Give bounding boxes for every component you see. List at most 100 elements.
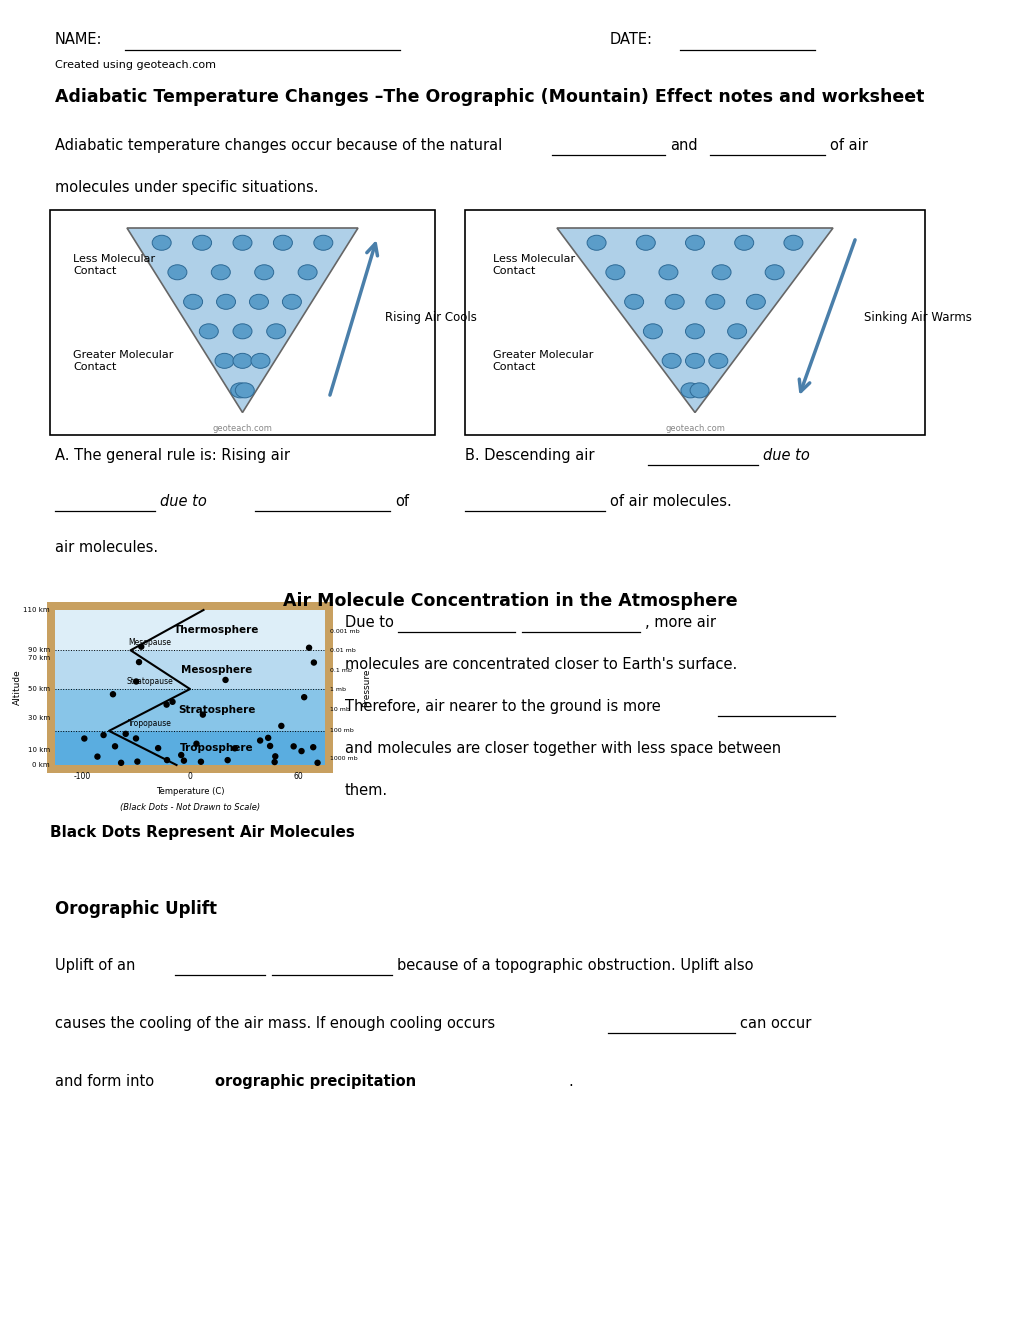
Text: Rising Air Cools: Rising Air Cools <box>385 312 477 323</box>
Circle shape <box>194 742 199 746</box>
Text: Stratosphere: Stratosphere <box>178 705 256 715</box>
Ellipse shape <box>232 235 252 251</box>
Circle shape <box>315 760 320 766</box>
Circle shape <box>307 645 311 651</box>
Ellipse shape <box>658 265 678 280</box>
Text: of air molecules.: of air molecules. <box>609 494 731 510</box>
Ellipse shape <box>230 383 250 397</box>
Polygon shape <box>127 228 358 413</box>
Text: of air: of air <box>829 139 867 153</box>
Text: Less Molecular
Contact: Less Molecular Contact <box>73 255 155 276</box>
Ellipse shape <box>255 265 273 280</box>
Circle shape <box>139 644 144 649</box>
Text: (Black Dots - Not Drawn to Scale): (Black Dots - Not Drawn to Scale) <box>120 803 260 812</box>
Text: Temperature (C): Temperature (C) <box>156 787 224 796</box>
Text: Due to: Due to <box>344 615 393 630</box>
Text: A. The general rule is: Rising air: A. The general rule is: Rising air <box>55 447 289 463</box>
Circle shape <box>123 731 128 737</box>
Text: 10 mb: 10 mb <box>330 706 350 711</box>
Polygon shape <box>556 228 833 413</box>
Text: and: and <box>669 139 697 153</box>
Text: DATE:: DATE: <box>609 32 652 48</box>
Ellipse shape <box>183 294 203 309</box>
Ellipse shape <box>734 235 753 251</box>
Text: Thermosphere: Thermosphere <box>174 626 260 635</box>
Circle shape <box>112 743 117 748</box>
Ellipse shape <box>685 323 704 339</box>
Circle shape <box>164 758 169 763</box>
Text: geoteach.com: geoteach.com <box>212 424 272 433</box>
Text: 30 km: 30 km <box>28 715 50 721</box>
Text: air molecules.: air molecules. <box>55 540 158 554</box>
Text: them.: them. <box>344 783 388 799</box>
Circle shape <box>199 759 203 764</box>
Text: can occur: can occur <box>739 1016 810 1031</box>
Text: 110 km: 110 km <box>23 607 50 612</box>
Text: 100 mb: 100 mb <box>330 729 354 734</box>
Text: Less Molecular
Contact: Less Molecular Contact <box>492 255 574 276</box>
Text: Mesosphere: Mesosphere <box>181 665 253 675</box>
Text: B. Descending air: B. Descending air <box>465 447 594 463</box>
Circle shape <box>299 748 304 754</box>
Ellipse shape <box>661 354 681 368</box>
Ellipse shape <box>266 323 285 339</box>
Text: Mesopause: Mesopause <box>127 639 171 647</box>
Text: Stratopause: Stratopause <box>126 677 172 686</box>
Ellipse shape <box>784 235 802 251</box>
Text: 10 km: 10 km <box>28 747 50 752</box>
Circle shape <box>200 711 205 717</box>
Text: 1000 mb: 1000 mb <box>330 756 358 762</box>
Ellipse shape <box>282 294 301 309</box>
Ellipse shape <box>636 235 654 251</box>
Text: geoteach.com: geoteach.com <box>664 424 725 433</box>
Text: because of a topographic obstruction. Uplift also: because of a topographic obstruction. Up… <box>396 958 753 973</box>
Circle shape <box>225 758 230 763</box>
Text: and molecules are closer together with less space between: and molecules are closer together with l… <box>344 741 781 756</box>
Circle shape <box>223 677 228 682</box>
Circle shape <box>135 759 140 764</box>
Text: Tropopause: Tropopause <box>127 719 171 727</box>
Ellipse shape <box>685 235 704 251</box>
Ellipse shape <box>235 383 254 397</box>
Ellipse shape <box>216 294 235 309</box>
Text: 0.01 mb: 0.01 mb <box>330 648 356 653</box>
Circle shape <box>164 702 169 708</box>
Circle shape <box>133 678 139 684</box>
Ellipse shape <box>168 265 186 280</box>
Text: NAME:: NAME: <box>55 32 102 48</box>
Text: Greater Molecular
Contact: Greater Molecular Contact <box>492 350 592 372</box>
Text: due to: due to <box>762 447 809 463</box>
Text: .: . <box>568 1074 573 1089</box>
Circle shape <box>118 760 123 766</box>
Circle shape <box>101 733 106 738</box>
Ellipse shape <box>764 265 784 280</box>
Circle shape <box>110 692 115 697</box>
Text: 1 mb: 1 mb <box>330 686 345 692</box>
Ellipse shape <box>215 354 233 368</box>
Text: Adiabatic Temperature Changes –The Orographic (Mountain) Effect notes and worksh: Adiabatic Temperature Changes –The Orogr… <box>55 88 923 106</box>
Circle shape <box>137 660 142 664</box>
Ellipse shape <box>152 235 171 251</box>
Ellipse shape <box>298 265 317 280</box>
Ellipse shape <box>232 323 252 339</box>
Ellipse shape <box>251 354 270 368</box>
Text: and form into: and form into <box>55 1074 159 1089</box>
Circle shape <box>181 758 186 763</box>
Text: of: of <box>394 494 409 510</box>
Text: Therefore, air nearer to the ground is more: Therefore, air nearer to the ground is m… <box>344 700 660 714</box>
Text: 0 km: 0 km <box>33 762 50 768</box>
Ellipse shape <box>685 354 704 368</box>
Text: orographic precipitation: orographic precipitation <box>215 1074 416 1089</box>
Ellipse shape <box>587 235 605 251</box>
Ellipse shape <box>605 265 625 280</box>
Ellipse shape <box>643 323 661 339</box>
Text: Troposphere: Troposphere <box>180 743 254 752</box>
Text: Greater Molecular
Contact: Greater Molecular Contact <box>73 350 173 372</box>
Bar <box>55 651 325 689</box>
Text: Black Dots Represent Air Molecules: Black Dots Represent Air Molecules <box>50 825 355 840</box>
Text: causes the cooling of the air mass. If enough cooling occurs: causes the cooling of the air mass. If e… <box>55 1016 494 1031</box>
Text: molecules under specific situations.: molecules under specific situations. <box>55 180 318 195</box>
Ellipse shape <box>727 323 746 339</box>
Text: , more air: , more air <box>644 615 715 630</box>
Ellipse shape <box>705 294 725 309</box>
